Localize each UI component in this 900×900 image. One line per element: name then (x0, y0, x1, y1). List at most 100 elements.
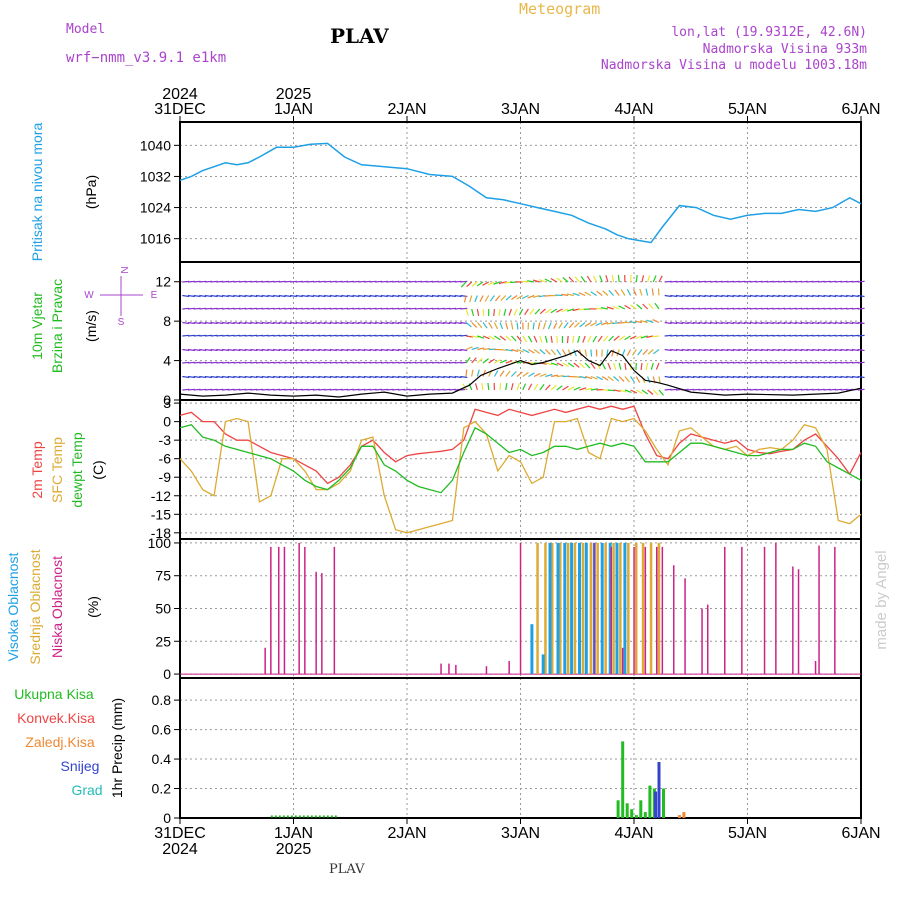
wind-barb (380, 375, 388, 379)
wind-barb (324, 348, 332, 352)
wind-barb (579, 387, 587, 391)
wind-barb (692, 321, 700, 325)
wind-barb (642, 303, 649, 310)
wind-barb (204, 294, 212, 298)
wind-barb (420, 375, 428, 379)
wind-barb (358, 321, 366, 325)
y-tick-label: -6 (159, 451, 172, 467)
cloud-bar-low (298, 542, 300, 674)
wind-barb (187, 321, 195, 325)
wind-barb (193, 348, 201, 352)
wind-barb (640, 335, 648, 339)
wind-barb (403, 348, 411, 352)
wind-barb (493, 308, 495, 317)
wind-barb (505, 383, 508, 391)
wind-barb (664, 375, 672, 379)
wind-barb (375, 375, 383, 379)
wind-barb (556, 375, 564, 378)
wind-barb (295, 321, 303, 325)
wind-barb (636, 303, 643, 310)
station-elevation: Nadmorska Visina 933m (702, 42, 867, 57)
wind-barb (635, 275, 638, 283)
wind-barb (443, 375, 451, 379)
precip-bar (621, 741, 625, 818)
wind-barb (755, 348, 763, 352)
wind-barb (375, 294, 383, 298)
wind-barb (641, 275, 645, 283)
wind-barb (495, 295, 501, 302)
wind-barb (618, 376, 625, 383)
wind-barb (537, 322, 541, 330)
wind-barb (363, 294, 371, 298)
wind-barb (658, 389, 664, 396)
wind-barb (749, 348, 757, 352)
wind-barb (599, 275, 603, 283)
wind-barb (573, 386, 581, 391)
wind-barb (851, 348, 859, 352)
cloud-bar-mid (566, 542, 570, 674)
precip-legend-item: Snijeg (61, 758, 100, 774)
precip-bar (657, 762, 661, 818)
y-tick-label: -9 (159, 469, 172, 485)
wind-barb (550, 384, 557, 391)
wind-barb (290, 321, 298, 325)
wind-barb (580, 275, 586, 283)
wind-barb (516, 348, 524, 353)
wind-barb (437, 375, 445, 379)
wind-barb (732, 321, 740, 325)
precip-legend-item: Grad (71, 782, 102, 798)
wind-barb (505, 335, 512, 342)
wind-barb (606, 321, 614, 325)
wind-barb (772, 375, 780, 379)
wind-barb (431, 294, 439, 298)
wind-barb (476, 322, 483, 329)
wind-barb (846, 348, 854, 352)
cloud-bar-mid (596, 542, 599, 674)
wind-barb (574, 276, 580, 283)
wind-barb (518, 308, 524, 316)
wind-barb (474, 295, 478, 303)
wind-barb (744, 321, 752, 325)
wind-unit-label: (m/s) (83, 310, 99, 342)
wind-barb (460, 375, 468, 379)
wind-barb (505, 295, 512, 301)
wind-barb (278, 348, 286, 352)
wind-barb (545, 373, 553, 378)
wind-barb (675, 321, 683, 325)
wind-barb (800, 348, 808, 352)
wind-barb (709, 348, 718, 352)
wind-barb (601, 375, 609, 381)
wind-barb (474, 383, 478, 391)
wind-barb (533, 335, 538, 343)
wind-barb (471, 308, 475, 316)
precip-bar (643, 812, 647, 818)
wind-barb (544, 278, 552, 283)
wind-barb (210, 375, 218, 379)
wind-barb (550, 308, 558, 314)
temp-unit-label: (C) (90, 460, 106, 479)
wind-barb (182, 375, 190, 379)
wind-barb (795, 321, 803, 325)
wind-barb (454, 348, 462, 352)
wind-barb (460, 280, 468, 283)
y-tick-label: 0 (163, 392, 171, 408)
wind-barb (618, 335, 626, 341)
wind-barb (630, 389, 638, 394)
wind-barb (414, 294, 422, 298)
wind-barb (522, 348, 530, 354)
wind-barb (738, 375, 746, 379)
wind-barb (244, 375, 252, 379)
precip-bar (677, 815, 681, 818)
wind-barb (795, 294, 803, 298)
wind-barb (346, 348, 354, 352)
year-label-top: 2024 (162, 86, 198, 103)
wind-barb (403, 321, 411, 325)
precip-bar (630, 809, 634, 818)
wind-barb (221, 294, 229, 298)
wind-barb (783, 321, 791, 325)
wind-barb (380, 294, 388, 298)
wind-barb (812, 375, 820, 379)
cloud-bar-high (556, 542, 560, 674)
wind-barb (193, 294, 201, 298)
wind-barb (562, 277, 569, 283)
